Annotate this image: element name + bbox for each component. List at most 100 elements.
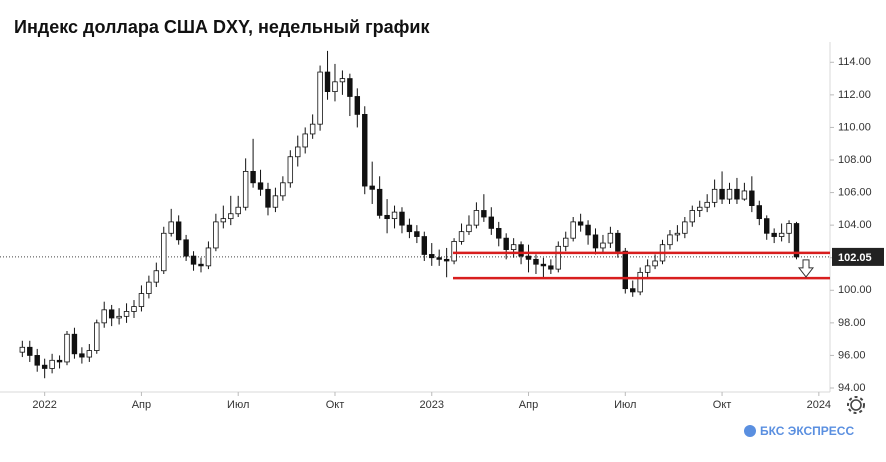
candle-body bbox=[577, 221, 584, 226]
candle-body bbox=[481, 210, 487, 218]
settings-icon[interactable] bbox=[847, 396, 865, 414]
down-arrow bbox=[797, 259, 815, 278]
candle-body bbox=[391, 211, 398, 220]
candle-body bbox=[56, 359, 63, 363]
candle-body bbox=[510, 244, 517, 250]
y-tick-label: 98.00 bbox=[838, 317, 866, 329]
candle-body bbox=[220, 218, 227, 223]
candle-body bbox=[667, 234, 673, 246]
candle-body bbox=[697, 206, 703, 211]
candle-body bbox=[34, 355, 40, 366]
candle-body bbox=[793, 223, 800, 258]
candle-body bbox=[198, 263, 204, 267]
candle-body bbox=[123, 311, 130, 317]
candle-body bbox=[131, 306, 137, 312]
candle-body bbox=[71, 333, 78, 355]
candle-body bbox=[205, 247, 212, 267]
candle-body bbox=[86, 350, 93, 358]
candle-body bbox=[175, 221, 182, 241]
candle-body bbox=[711, 188, 718, 203]
candle-body bbox=[607, 232, 614, 244]
candle-body bbox=[399, 211, 405, 226]
candle-body bbox=[257, 182, 264, 190]
candle-body bbox=[563, 237, 569, 247]
candle-body bbox=[622, 250, 628, 290]
candle-body bbox=[242, 170, 249, 208]
gear-teeth bbox=[847, 396, 865, 414]
candle-body bbox=[138, 293, 145, 307]
candle-body bbox=[228, 213, 234, 220]
candle-body bbox=[101, 309, 107, 324]
y-tick-label: 108.00 bbox=[838, 154, 872, 166]
candle-body bbox=[525, 255, 532, 260]
candle-body bbox=[429, 254, 435, 259]
candle-body bbox=[652, 260, 658, 267]
candle-body bbox=[674, 232, 681, 236]
candle-body bbox=[79, 353, 85, 358]
candle-body bbox=[570, 221, 576, 239]
x-tick-label: Окт bbox=[326, 399, 345, 411]
brand: БКС ЭКСПРЕСС bbox=[744, 424, 854, 438]
candle-body bbox=[161, 232, 167, 272]
candle-body bbox=[213, 221, 219, 249]
y-tick-label: 112.00 bbox=[838, 89, 871, 101]
candle-body bbox=[451, 241, 457, 262]
x-tick-label: Июл bbox=[227, 399, 249, 411]
x-tick-label: Апр bbox=[519, 399, 538, 411]
brand-text: БКС ЭКСПРЕСС bbox=[760, 424, 854, 438]
candle-body bbox=[295, 146, 301, 158]
candle-body bbox=[778, 232, 785, 237]
brand-logo bbox=[744, 425, 756, 437]
candle-body bbox=[332, 81, 338, 93]
candle-body bbox=[592, 234, 599, 249]
candle-body bbox=[190, 255, 197, 265]
x-tick-label: 2023 bbox=[420, 399, 444, 411]
x-tick-label: Июл bbox=[614, 399, 636, 411]
candle-body bbox=[41, 364, 48, 369]
y-tick-label: 96.00 bbox=[838, 349, 866, 361]
candle-body bbox=[183, 239, 189, 257]
candle-body bbox=[726, 188, 733, 200]
candle-body bbox=[406, 224, 413, 233]
candle-body bbox=[339, 78, 346, 83]
candle-body bbox=[466, 224, 472, 233]
y-tick-label: 110.00 bbox=[838, 121, 871, 133]
candle-body bbox=[443, 258, 450, 262]
candle-body bbox=[94, 322, 100, 351]
candle-body bbox=[473, 210, 480, 226]
candle-body bbox=[369, 185, 375, 190]
candle-body bbox=[384, 214, 390, 220]
candle-body bbox=[49, 359, 55, 369]
candle-body bbox=[280, 182, 286, 197]
candle-body bbox=[347, 78, 353, 97]
candle-body bbox=[630, 288, 636, 293]
candle-body bbox=[749, 190, 755, 206]
candle-body bbox=[533, 258, 539, 265]
candle-body bbox=[168, 221, 174, 234]
candle-body bbox=[615, 232, 621, 252]
candle-body bbox=[272, 195, 279, 208]
candle-body bbox=[250, 170, 256, 184]
candle-body bbox=[362, 114, 368, 187]
candle-body bbox=[458, 231, 465, 242]
candle-body bbox=[287, 156, 294, 184]
candle-body bbox=[771, 232, 777, 237]
candle-body bbox=[548, 265, 554, 270]
x-tick-label: Окт bbox=[713, 399, 732, 411]
y-tick-label: 104.00 bbox=[838, 219, 872, 231]
candle-body bbox=[354, 96, 361, 115]
candle-body bbox=[540, 263, 547, 267]
x-tick-label: 2022 bbox=[32, 399, 56, 411]
candle-body bbox=[324, 71, 331, 93]
candle-body bbox=[503, 237, 509, 250]
gear bbox=[850, 399, 862, 411]
candle-body bbox=[756, 205, 762, 220]
candle-body bbox=[496, 227, 502, 239]
candle-body bbox=[518, 244, 524, 257]
candle-body bbox=[146, 281, 152, 294]
candle-body bbox=[302, 133, 308, 148]
candle-body bbox=[764, 218, 770, 234]
candle-body bbox=[376, 188, 383, 216]
